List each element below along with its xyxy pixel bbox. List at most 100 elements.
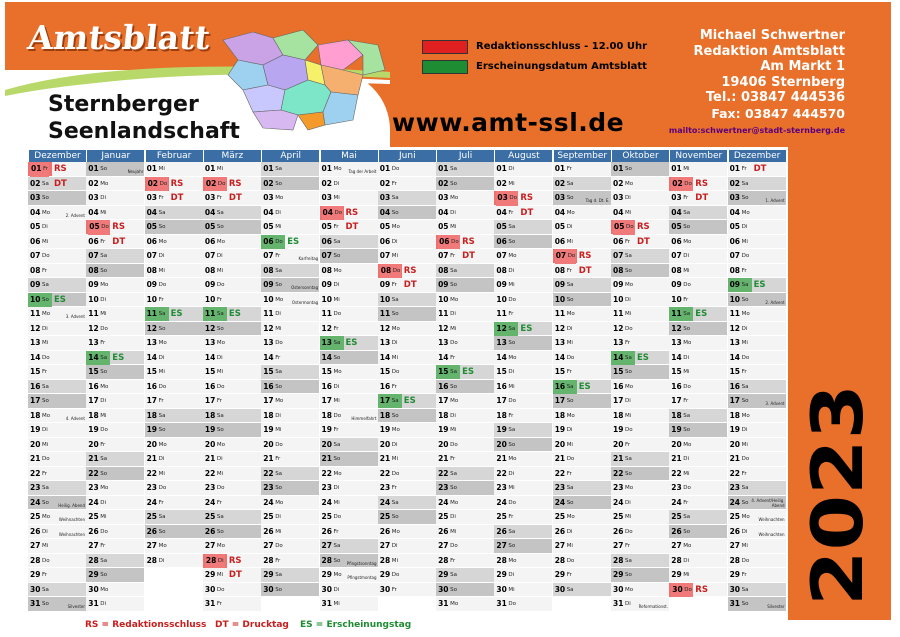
weekday: Fr [42, 572, 48, 578]
day-number: 24 [263, 497, 274, 507]
day-number: 30 [204, 584, 216, 594]
day-number: 14 [438, 352, 449, 362]
day-number: 13 [613, 338, 624, 347]
day-cell: 26 So [669, 524, 728, 539]
day-number: 26 [263, 526, 274, 536]
contact-email[interactable]: mailto:schwertner@stadt-sternberg.de [668, 126, 845, 135]
holiday-label: 4. Advent/Heilig. Abend [751, 498, 785, 508]
day-cell: 30 So [261, 582, 320, 597]
day-number: 11 [30, 309, 41, 318]
weekday: Mo [42, 412, 51, 419]
weekday: Mo [566, 209, 575, 216]
day-cell: 27 Fr [86, 539, 145, 554]
weekday: Fr [566, 166, 572, 172]
weekday: Mi [625, 412, 632, 419]
day-number: 24 [321, 497, 332, 507]
weekday: Mo [625, 485, 634, 491]
day-number: 09 [438, 280, 449, 289]
day-cell: 01 Fr RS [28, 162, 86, 177]
day-cell: 22 Fr [552, 466, 611, 481]
day-cell: 02 Fr [377, 176, 436, 191]
day-number: 16 [671, 381, 682, 391]
weekday: Sa [683, 514, 691, 520]
weekday: So [100, 470, 108, 477]
day-number: 19 [263, 425, 274, 434]
weekday: Sa [42, 586, 49, 593]
weekday: Do [566, 557, 575, 564]
day-cell: 03 Fr DT [144, 191, 203, 206]
day-number: 16 [438, 381, 449, 391]
day-cell: 03 Do RS [494, 191, 553, 206]
day-number: 05 [321, 222, 332, 231]
day-cell: 02 Sa [552, 176, 611, 191]
weekday: Do [450, 234, 460, 249]
weekday: Do [391, 369, 400, 375]
day-cell: 15 Mi [669, 365, 728, 380]
weekday: Mi [391, 456, 399, 462]
day-number: 26 [496, 526, 507, 536]
day-number: 08 [204, 265, 216, 275]
day-number: 06 [729, 236, 741, 246]
day-number: 02 [263, 178, 274, 188]
day-cell: 15 Di [494, 365, 553, 380]
day-number: 01 [671, 164, 682, 173]
weekday: Fr [158, 195, 164, 201]
weekday: Di [566, 224, 573, 230]
day-number: 25 [438, 512, 449, 521]
day-number: 13 [204, 338, 216, 347]
day-number: 05 [554, 222, 566, 231]
day-cell: 11 Di [436, 307, 495, 322]
day-cell: 11 Mo [552, 307, 611, 322]
day-cell: 21 Sa [86, 452, 145, 467]
day-number: 06 [321, 236, 332, 246]
weekday: Sa [216, 311, 224, 317]
website-url[interactable]: www.amt-ssl.de [392, 108, 625, 137]
day-cell: 20 So [494, 437, 553, 452]
weekday: Sa [333, 340, 341, 346]
day-number: 18 [438, 410, 449, 420]
day-cell: 28 So Pfingstsonntag [319, 553, 378, 568]
day-number: 12 [379, 323, 391, 333]
day-number: 14 [146, 352, 158, 362]
weekday: Fr [216, 398, 222, 404]
weekday: Do [508, 601, 516, 607]
weekday: So [391, 514, 399, 520]
day-cell: 08 Mi [202, 263, 261, 278]
day-cell: 27 Mo [202, 539, 261, 554]
month-header: November [669, 150, 728, 162]
day-number: 26 [438, 526, 449, 536]
day-cell: 22 So [86, 466, 145, 481]
day-number: 27 [496, 541, 507, 550]
weekday: Mo [216, 340, 226, 346]
weekday: So [741, 398, 749, 404]
mark-tag: RS [695, 178, 708, 189]
weekday: Di [42, 224, 48, 230]
weekday: Sa [683, 209, 691, 216]
weekday: Sa [275, 267, 283, 274]
day-cell: 20 Mo [669, 437, 728, 452]
weekday: Di [683, 354, 690, 361]
weekday: Sa [158, 209, 166, 216]
weekday: Sa [158, 514, 166, 520]
weekday: Fr [566, 572, 572, 578]
day-number: 20 [438, 439, 449, 449]
day-cell: 25 Di [436, 510, 495, 525]
day-number: 07 [379, 251, 391, 260]
day-cell: 30 So [436, 582, 495, 597]
day-cell: 09 Mo [86, 278, 145, 293]
day-cell: 28 Sa [86, 553, 145, 568]
day-cell: 15 So [611, 365, 669, 380]
weekday: Fr [42, 267, 48, 274]
weekday: So [275, 180, 283, 187]
weekday: Sa [158, 412, 166, 419]
day-cell: 18 Mo [727, 408, 786, 423]
day-number: 23 [613, 483, 624, 492]
weekday: Mi [566, 441, 573, 448]
day-cell: 23 Mo [611, 481, 669, 496]
day-number: 13 [729, 338, 741, 347]
day-cell: 10 Di [611, 292, 669, 307]
weekday: Mi [741, 543, 748, 549]
day-number: 18 [554, 410, 566, 420]
day-number: 18 [729, 410, 741, 420]
